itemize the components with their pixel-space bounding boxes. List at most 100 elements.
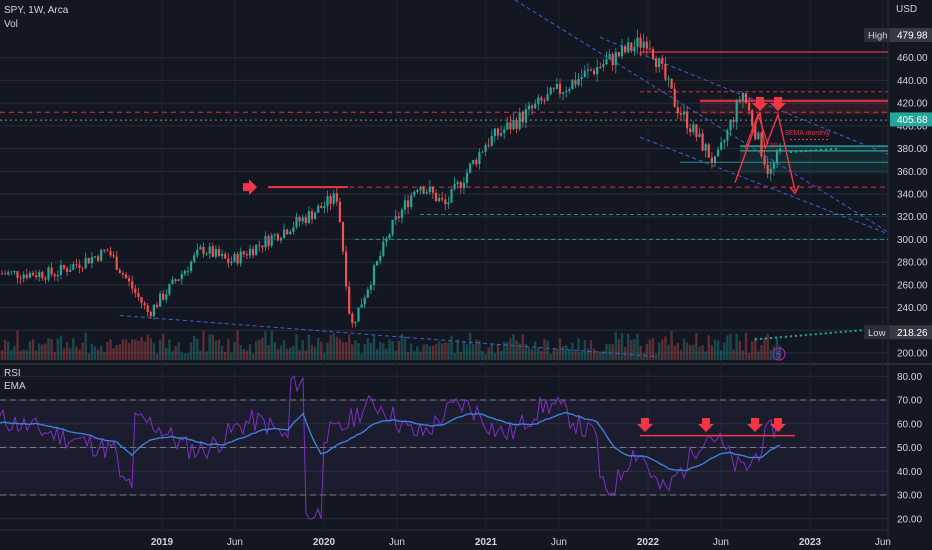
- candle-body: [363, 297, 366, 305]
- trendline: [789, 147, 841, 153]
- candle-body: [103, 249, 106, 251]
- candle-body: [214, 249, 217, 257]
- candle-body: [617, 52, 620, 57]
- volume-bar: [7, 341, 10, 360]
- volume-bar: [673, 345, 676, 360]
- candle-body: [78, 264, 81, 268]
- volume-bar: [177, 342, 180, 360]
- candle-body: [4, 273, 7, 275]
- volume-bar: [375, 348, 379, 360]
- volume-bar: [270, 330, 273, 360]
- candle-body: [283, 229, 286, 239]
- volume-label: Vol: [4, 19, 18, 30]
- candle-body: [555, 83, 558, 89]
- candle-body: [329, 196, 332, 204]
- candle-body: [109, 251, 112, 256]
- rsi-ema-label[interactable]: EMA: [4, 381, 26, 392]
- price-tick-label: 440.00: [897, 76, 928, 87]
- candle-body: [267, 236, 270, 246]
- volume-bar: [193, 335, 196, 360]
- volume-bar: [472, 344, 475, 360]
- volume-bar: [428, 345, 431, 360]
- down-arrow-icon: [698, 418, 714, 432]
- volume-bar: [251, 353, 255, 360]
- candle-body: [549, 87, 552, 95]
- volume-bar: [41, 344, 44, 360]
- candle-body: [682, 111, 686, 115]
- candle-body: [211, 246, 214, 257]
- volume-bar: [366, 338, 369, 360]
- volume-bar: [313, 346, 317, 360]
- volume-bar: [320, 341, 323, 360]
- price-label-tag: [864, 325, 890, 340]
- trendline: [639, 136, 889, 235]
- volume-bar: [162, 334, 165, 360]
- rsi-label[interactable]: RSI: [4, 368, 21, 379]
- price-label-value: 218.26: [897, 328, 928, 339]
- candle-body: [351, 313, 354, 324]
- volume-bar: [437, 341, 441, 360]
- candle-body: [224, 254, 227, 259]
- volume-bar: [112, 348, 115, 360]
- candle-body: [524, 109, 527, 123]
- volume-bar: [301, 340, 304, 360]
- volume-bar: [530, 349, 534, 360]
- volume-bar: [723, 342, 726, 360]
- candle-body: [642, 41, 645, 48]
- volume-bar: [707, 335, 710, 360]
- volume-bar: [19, 350, 22, 360]
- time-tick-label: 2023: [799, 537, 822, 548]
- volume-bar: [239, 345, 242, 360]
- volume-bar: [248, 344, 252, 360]
- volume-bar: [515, 340, 518, 360]
- price-extreme-label: [890, 325, 932, 340]
- time-axis: May2019Jun2020Jun2021Jun2022Jun2023Jun: [151, 537, 891, 548]
- volume-bar: [543, 338, 546, 360]
- volume-bar: [527, 347, 531, 360]
- down-arrow-icon: [770, 97, 786, 111]
- volume-bar: [329, 334, 332, 360]
- candle-body: [726, 130, 729, 141]
- candle-body: [152, 304, 155, 316]
- volume-bar: [109, 339, 112, 360]
- volume-bar: [704, 351, 707, 360]
- rsi-tick-label: 20.00: [897, 514, 922, 525]
- candle-body: [289, 231, 292, 235]
- volume-bar: [716, 340, 720, 360]
- volume-bar: [605, 343, 608, 360]
- volume-bar: [524, 343, 528, 360]
- candle-body: [62, 264, 66, 269]
- projection-path: [744, 112, 769, 149]
- volume-bar: [636, 333, 639, 360]
- volume-bar: [103, 352, 106, 360]
- volume-bar: [171, 351, 174, 360]
- volume-bar: [447, 342, 450, 360]
- volume-bar: [772, 346, 776, 360]
- volume-bar: [599, 351, 602, 360]
- volume-bar: [689, 345, 692, 360]
- candle-body: [385, 238, 388, 242]
- volume-bar: [338, 338, 342, 360]
- price-tick-label: 420.00: [897, 99, 928, 110]
- volume-bar: [382, 343, 385, 360]
- volume-bar: [413, 351, 416, 360]
- candle-body: [397, 216, 400, 219]
- candle-body: [19, 277, 22, 279]
- volume-bar: [568, 349, 571, 360]
- volume-bar: [69, 348, 72, 360]
- volume-bar: [391, 340, 394, 360]
- arrow-head-icon: [789, 184, 800, 195]
- volume-bar: [13, 346, 16, 360]
- candle-body: [332, 193, 335, 204]
- candle-body: [738, 100, 741, 102]
- volume-bar: [183, 353, 187, 360]
- candle-body: [462, 182, 465, 189]
- candle-body: [686, 111, 689, 129]
- price-tick-label: 240.00: [897, 303, 928, 314]
- right-arrow-icon: [243, 179, 257, 196]
- price-tick-label: 380.00: [897, 144, 928, 155]
- volume-bar: [769, 350, 772, 360]
- candle-body: [242, 251, 245, 255]
- candle-body: [217, 249, 221, 257]
